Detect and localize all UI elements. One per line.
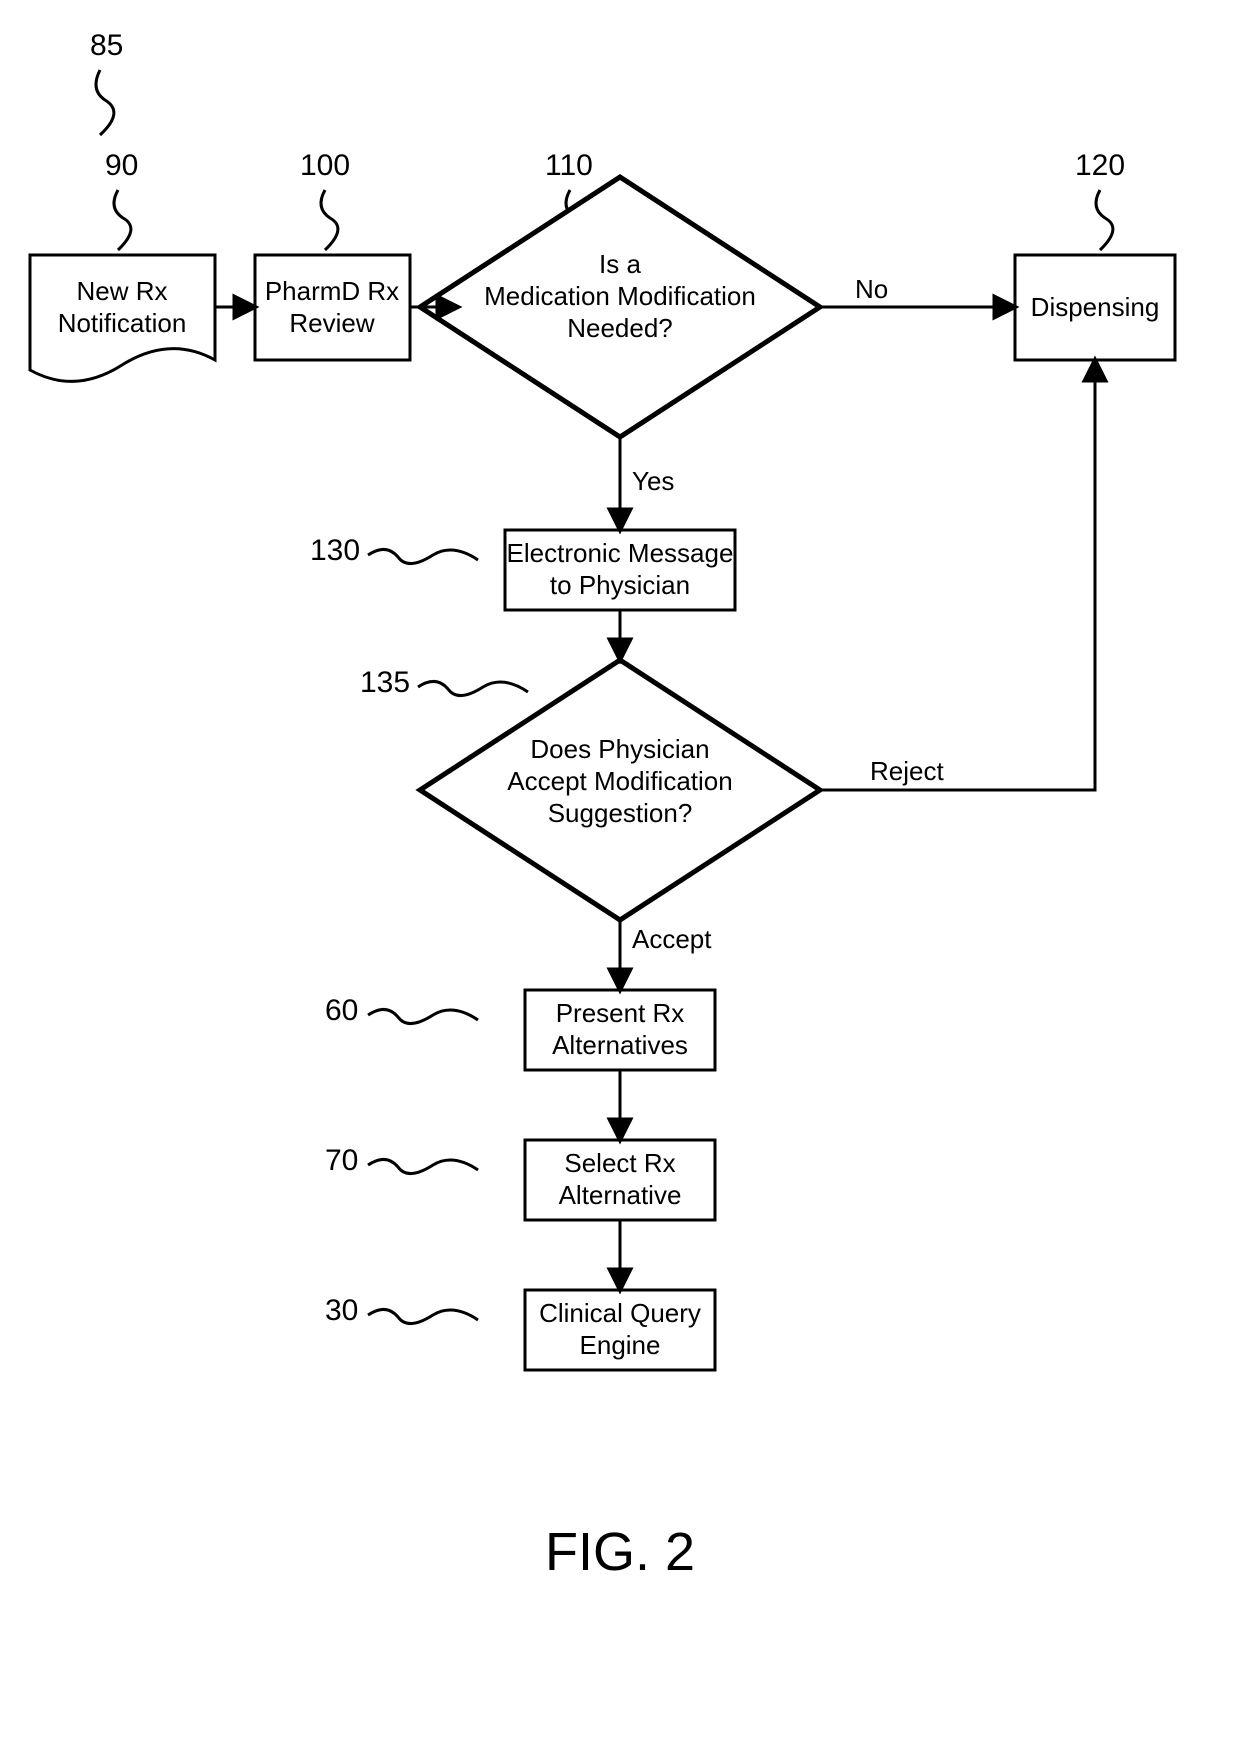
node-text: to Physician bbox=[550, 570, 690, 600]
node-text: Is a bbox=[599, 249, 641, 279]
node-text: Notification bbox=[58, 308, 187, 338]
node-text: Electronic Message bbox=[507, 538, 734, 568]
ref-100-num: 100 bbox=[300, 149, 350, 182]
ref-135-num: 135 bbox=[360, 666, 410, 699]
ref-120: 120 bbox=[1075, 149, 1125, 250]
node-medication-modification-needed: Is a Medication Modification Needed? bbox=[420, 177, 820, 437]
figure-caption: FIG. 2 bbox=[545, 1522, 695, 1582]
node-dispensing: Dispensing bbox=[1015, 255, 1175, 360]
node-physician-accept: Does Physician Accept Modification Sugge… bbox=[420, 660, 820, 920]
node-text: Review bbox=[289, 308, 374, 338]
edge-label-yes: Yes bbox=[632, 466, 674, 496]
node-text: Dispensing bbox=[1031, 292, 1160, 322]
ref-30-num: 30 bbox=[325, 1294, 358, 1327]
ref-60-num: 60 bbox=[325, 994, 358, 1027]
node-text: Medication Modification bbox=[484, 281, 756, 311]
ref-70-num: 70 bbox=[325, 1144, 358, 1177]
ref-60: 60 bbox=[325, 994, 478, 1027]
node-pharmd-rx-review: PharmD Rx Review bbox=[255, 255, 410, 360]
ref-90: 90 bbox=[105, 149, 138, 250]
edge-label-no: No bbox=[855, 274, 888, 304]
ref-85-num: 85 bbox=[90, 29, 123, 62]
node-text: PharmD Rx bbox=[265, 276, 399, 306]
edge-label-reject: Reject bbox=[870, 756, 944, 786]
node-select-rx-alternative: Select Rx Alternative bbox=[525, 1140, 715, 1220]
edge-135-120 bbox=[820, 360, 1095, 790]
ref-130-num: 130 bbox=[310, 534, 360, 567]
node-text: Engine bbox=[580, 1330, 661, 1360]
node-electronic-message: Electronic Message to Physician bbox=[505, 530, 735, 610]
node-text: Needed? bbox=[567, 313, 673, 343]
ref-30: 30 bbox=[325, 1294, 478, 1327]
node-text: Alternative bbox=[559, 1180, 682, 1210]
node-text: Clinical Query bbox=[539, 1298, 701, 1328]
node-text: Present Rx bbox=[556, 998, 685, 1028]
node-text: Accept Modification bbox=[507, 766, 732, 796]
ref-130: 130 bbox=[310, 534, 478, 567]
node-clinical-query-engine: Clinical Query Engine bbox=[525, 1290, 715, 1370]
ref-100: 100 bbox=[300, 149, 350, 250]
node-new-rx-notification: New Rx Notification bbox=[30, 255, 215, 381]
ref-120-num: 120 bbox=[1075, 149, 1125, 182]
node-text: Select Rx bbox=[564, 1148, 675, 1178]
ref-85: 85 bbox=[90, 29, 123, 135]
ref-70: 70 bbox=[325, 1144, 478, 1177]
ref-90-num: 90 bbox=[105, 149, 138, 182]
edge-label-accept: Accept bbox=[632, 924, 712, 954]
ref-110-num: 110 bbox=[545, 149, 593, 182]
node-text: Does Physician bbox=[530, 734, 709, 764]
node-text: Alternatives bbox=[552, 1030, 688, 1060]
node-text: Suggestion? bbox=[548, 798, 693, 828]
flowchart-canvas: 85 90 100 110 120 130 135 60 70 30 New R… bbox=[0, 0, 1240, 1763]
ref-135: 135 bbox=[360, 666, 528, 699]
node-present-rx-alternatives: Present Rx Alternatives bbox=[525, 990, 715, 1070]
node-text: New Rx bbox=[76, 276, 167, 306]
